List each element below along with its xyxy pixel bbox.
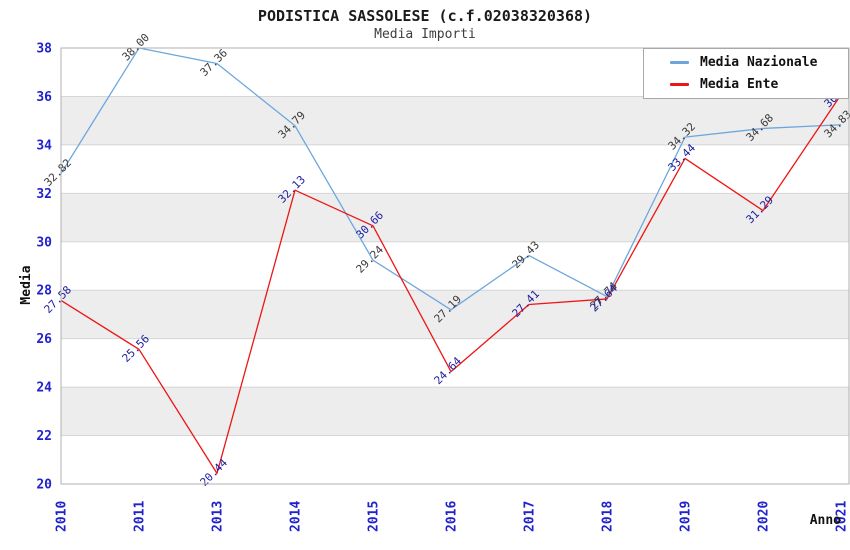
y-tick-label: 22 (36, 429, 52, 444)
data-point-label: 32.82 (42, 156, 75, 189)
y-tick-label: 38 (36, 42, 52, 57)
data-point-label: 29.43 (510, 239, 543, 272)
x-tick-label: 2015 (367, 501, 382, 532)
x-axis-title: Anno (809, 513, 841, 528)
data-point-label: 24.64 (432, 354, 465, 387)
x-tick-label: 2020 (757, 501, 772, 532)
plot-border (60, 47, 850, 485)
data-point-label: 38.00 (120, 31, 153, 64)
legend-item-media-ente: Media Ente (670, 77, 848, 92)
y-tick-label: 28 (36, 284, 52, 299)
y-tick-label: 20 (36, 478, 52, 493)
y-tick-label: 26 (36, 332, 52, 347)
line-marker-icon (670, 82, 689, 86)
x-tick-label: 2013 (211, 501, 226, 532)
y-tick-label: 34 (36, 138, 52, 153)
chart-title: PODISTICA SASSOLESE (c.f.02038320368) (257, 7, 593, 25)
x-tick-label: 2011 (133, 501, 148, 532)
legend-label: Media Ente (700, 76, 779, 92)
x-tick-label: 2019 (679, 501, 694, 532)
y-tick-label: 36 (36, 90, 52, 105)
background-band (61, 290, 849, 339)
data-point-label: 29.24 (354, 243, 387, 276)
legend-label: Media Nazionale (700, 55, 818, 71)
series-line-media-nazionale (60, 47, 842, 311)
background-band (61, 193, 849, 242)
y-tick-label: 32 (36, 187, 52, 202)
legend-item-media-nazionale: Media Nazionale (670, 55, 848, 70)
background-band (61, 96, 849, 145)
y-tick-label: 30 (36, 235, 52, 250)
data-point-label: 37.36 (198, 46, 231, 79)
series-line-media-ente (60, 94, 842, 474)
x-tick-label: 2010 (55, 501, 70, 532)
y-axis-title: Media (19, 265, 34, 305)
x-tick-label: 2014 (289, 501, 304, 532)
x-tick-label: 2021 (835, 501, 850, 532)
x-tick-label: 2016 (445, 501, 460, 532)
legend: Media Nazionale Media Ente (643, 48, 849, 99)
background-band (61, 387, 849, 436)
y-tick-label: 24 (36, 381, 52, 396)
x-tick-label: 2017 (523, 501, 538, 532)
line-marker-icon (670, 61, 689, 65)
x-tick-label: 2018 (601, 501, 616, 532)
chart-subtitle: Media Importi (374, 27, 476, 42)
